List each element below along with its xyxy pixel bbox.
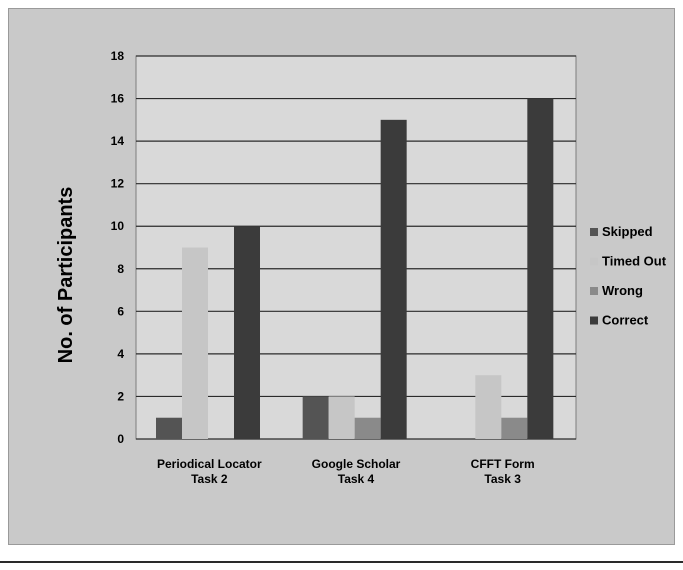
y-tick-label: 8 xyxy=(117,262,124,276)
y-tick-label: 6 xyxy=(117,304,124,318)
legend-label: Timed Out xyxy=(602,254,667,269)
legend-swatch xyxy=(590,258,598,266)
legend-swatch xyxy=(590,317,598,325)
legend-swatch xyxy=(590,287,598,295)
legend-swatch xyxy=(590,228,598,236)
category-label-line: Task 4 xyxy=(338,472,375,486)
bar-correct xyxy=(234,226,260,439)
y-tick-label: 4 xyxy=(117,347,124,361)
bar-correct xyxy=(381,120,407,439)
y-tick-label: 16 xyxy=(111,92,125,106)
legend-label: Skipped xyxy=(602,224,653,239)
category-label-line: Task 2 xyxy=(191,472,228,486)
category-label-line: Periodical Locator xyxy=(157,457,262,471)
y-tick-label: 2 xyxy=(117,389,124,403)
bar-timed-out xyxy=(329,396,355,439)
bar-correct xyxy=(527,99,553,439)
bar-wrong xyxy=(501,418,527,439)
category-label-line: CFFT Form xyxy=(471,457,535,471)
y-tick-label: 12 xyxy=(111,177,125,191)
category-label: Periodical Locator Task 2 xyxy=(157,457,262,486)
legend-label: Correct xyxy=(602,313,649,328)
y-tick-label: 18 xyxy=(111,49,125,63)
y-tick-label: 10 xyxy=(111,219,125,233)
category-label: Google Scholar Task 4 xyxy=(312,457,401,486)
bar-skipped xyxy=(156,418,182,439)
legend-label: Wrong xyxy=(602,283,643,298)
category-label: CFFT Form Task 3 xyxy=(471,457,535,486)
y-tick-label: 14 xyxy=(111,134,125,148)
y-tick-labels: 0 2 4 6 8 10 12 14 16 18 xyxy=(111,49,125,446)
category-label-line: Google Scholar xyxy=(312,457,401,471)
bar-skipped xyxy=(303,396,329,439)
bar-wrong xyxy=(355,418,381,439)
bar-timed-out xyxy=(182,248,208,440)
y-axis-label: No. of Participants xyxy=(55,187,77,364)
category-label-line: Task 3 xyxy=(484,472,521,486)
y-tick-label: 0 xyxy=(117,432,124,446)
bar-timed-out xyxy=(475,375,501,439)
legend: Skipped Timed Out Wrong Correct xyxy=(590,224,667,328)
